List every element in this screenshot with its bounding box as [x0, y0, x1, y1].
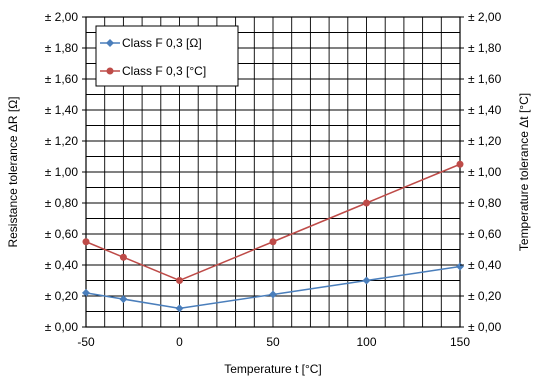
- right-y-axis-ticks: ± 0,00 ± 0,20 ± 0,40 ± 0,60 ± 0,80 ± 1,00 ± 1,…: [460, 10, 502, 334]
- data-point-circle: [269, 238, 277, 246]
- y-tick-label-right: ± 0,60: [468, 227, 502, 241]
- data-point-diamond: [119, 295, 128, 304]
- data-point-diamond: [82, 288, 90, 297]
- y-tick-label-left: ± 1,40: [45, 103, 79, 117]
- y-tick-label-right: ± 0,20: [468, 289, 502, 303]
- x-tick-label: 150: [450, 335, 470, 349]
- series-layer: [82, 160, 464, 313]
- x-axis-ticks: -50 0 50 100 150: [77, 335, 470, 349]
- y-tick-label-right: ± 2,00: [468, 10, 502, 24]
- y-tick-label-right: ± 0,00: [468, 320, 502, 334]
- data-point-diamond: [175, 304, 184, 313]
- x-tick-label: -50: [77, 335, 95, 349]
- y-tick-label-right: ± 1,00: [468, 165, 502, 179]
- y-tick-label-right: ± 0,40: [468, 258, 502, 272]
- legend-box: [95, 25, 239, 87]
- x-axis-title: Temperature t [°C]: [224, 362, 322, 376]
- y-tick-label-left: ± 1,00: [45, 165, 79, 179]
- data-point-circle: [176, 277, 183, 284]
- x-tick-label: 0: [176, 335, 183, 349]
- y-tick-label-right: ± 0,80: [468, 196, 502, 210]
- series-ohm: [82, 262, 464, 313]
- x-tick-label: 100: [356, 335, 376, 349]
- left-y-axis-ticks: ± 0,00 ± 0,20 ± 0,40 ± 0,60 ± 0,80 ± 1,00 ± 1,…: [45, 10, 86, 334]
- data-point-diamond: [269, 290, 277, 299]
- data-point-circle: [82, 238, 90, 246]
- y-tick-label-left: ± 0,00: [45, 320, 79, 334]
- legend-label-celsius: Class F 0,3 [°C]: [122, 64, 206, 78]
- data-point-diamond: [456, 262, 464, 271]
- legend-marker-circle: [106, 67, 114, 75]
- y-tick-label-left: ± 1,80: [45, 41, 79, 55]
- legend-entry-ohm: Class F 0,3 [Ω]: [100, 36, 202, 50]
- series-line: [85, 265, 461, 310]
- y-tick-label-right: ± 1,40: [468, 103, 502, 117]
- legend-label-ohm: Class F 0,3 [Ω]: [122, 36, 202, 50]
- y-tick-label-right: ± 1,20: [468, 134, 502, 148]
- data-point-diamond: [362, 276, 371, 285]
- legend-marker-diamond: [106, 39, 114, 47]
- y-tick-label-left: ± 0,60: [45, 227, 79, 241]
- y-tick-label-left: ± 1,60: [45, 72, 79, 86]
- series-line: [85, 163, 461, 282]
- y-tick-label-left: ± 1,20: [45, 134, 79, 148]
- data-point-circle: [456, 160, 464, 168]
- legend: Class F 0,3 [Ω] Class F 0,3 [°C]: [95, 25, 239, 87]
- y-tick-label-right: ± 1,60: [468, 72, 502, 86]
- data-point-circle: [119, 253, 127, 261]
- x-tick-label: 50: [266, 335, 280, 349]
- y-tick-label-left: ± 0,40: [45, 258, 79, 272]
- y-tick-label-left: ± 0,20: [45, 289, 79, 303]
- y-tick-label-left: ± 0,80: [45, 196, 79, 210]
- data-point-circle: [363, 199, 370, 207]
- right-y-axis-title: Temperature tolerance Δt [°C]: [517, 93, 531, 251]
- legend-entry-celsius: Class F 0,3 [°C]: [100, 64, 206, 78]
- series-celsius: [82, 160, 464, 284]
- y-tick-label-right: ± 1,80: [468, 41, 502, 55]
- left-y-axis-title: Resistance tolerance ΔR [Ω]: [6, 96, 20, 247]
- y-tick-label-left: ± 2,00: [45, 10, 79, 24]
